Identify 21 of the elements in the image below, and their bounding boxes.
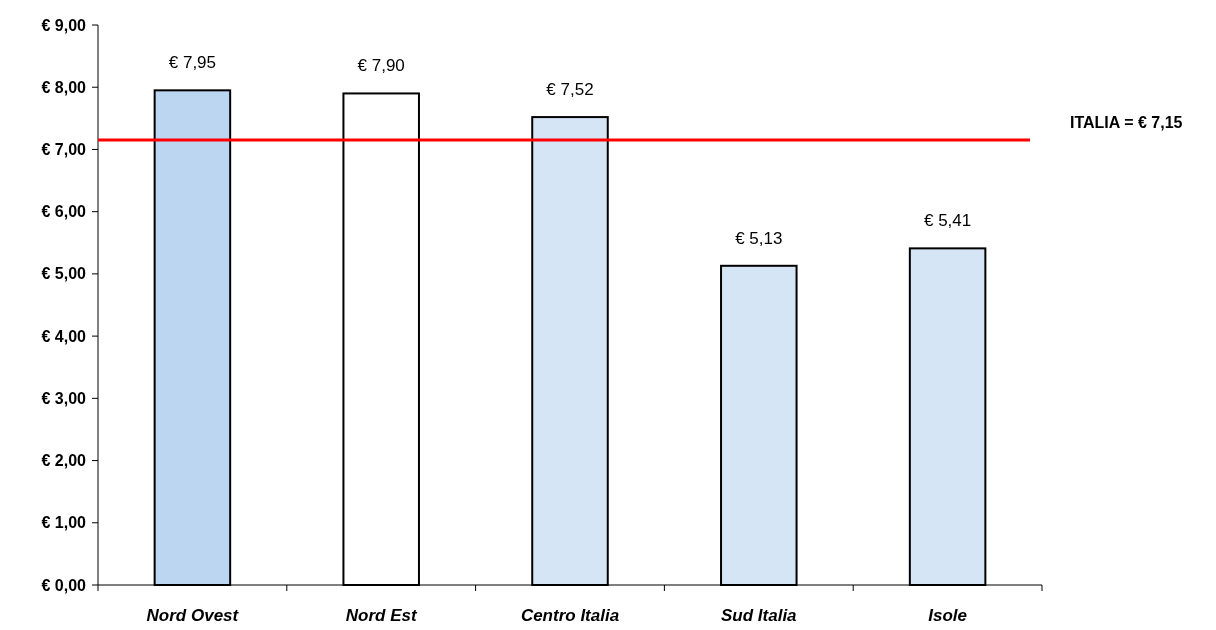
data-label: € 7,52 bbox=[546, 80, 594, 100]
y-tick-label: € 6,00 bbox=[41, 203, 87, 221]
data-label: € 5,13 bbox=[735, 228, 783, 248]
y-tick-label: € 5,00 bbox=[41, 265, 87, 283]
x-tick-label: Sud Italia bbox=[721, 606, 797, 625]
y-tick-label: € 4,00 bbox=[41, 327, 87, 345]
x-tick-label: Nord Est bbox=[345, 606, 418, 625]
data-label: € 7,90 bbox=[357, 56, 405, 76]
x-tick-label: Isole bbox=[928, 606, 967, 625]
y-tick-label: € 1,00 bbox=[41, 514, 87, 532]
y-tick-label: € 3,00 bbox=[41, 389, 87, 407]
x-tick-label: Nord Ovest bbox=[146, 606, 240, 625]
data-label: € 7,95 bbox=[168, 53, 217, 73]
data-label: € 5,41 bbox=[923, 211, 972, 231]
x-tick-label: Centro Italia bbox=[520, 606, 620, 625]
y-tick-label: € 9,00 bbox=[41, 16, 87, 34]
y-tick-label: € 0,00 bbox=[41, 576, 87, 594]
y-tick-label: € 2,00 bbox=[41, 452, 87, 470]
y-tick-label: € 8,00 bbox=[41, 78, 87, 96]
ref-line-label: ITALIA = € 7,15 bbox=[1070, 114, 1183, 132]
y-tick-label: € 7,00 bbox=[41, 141, 87, 159]
